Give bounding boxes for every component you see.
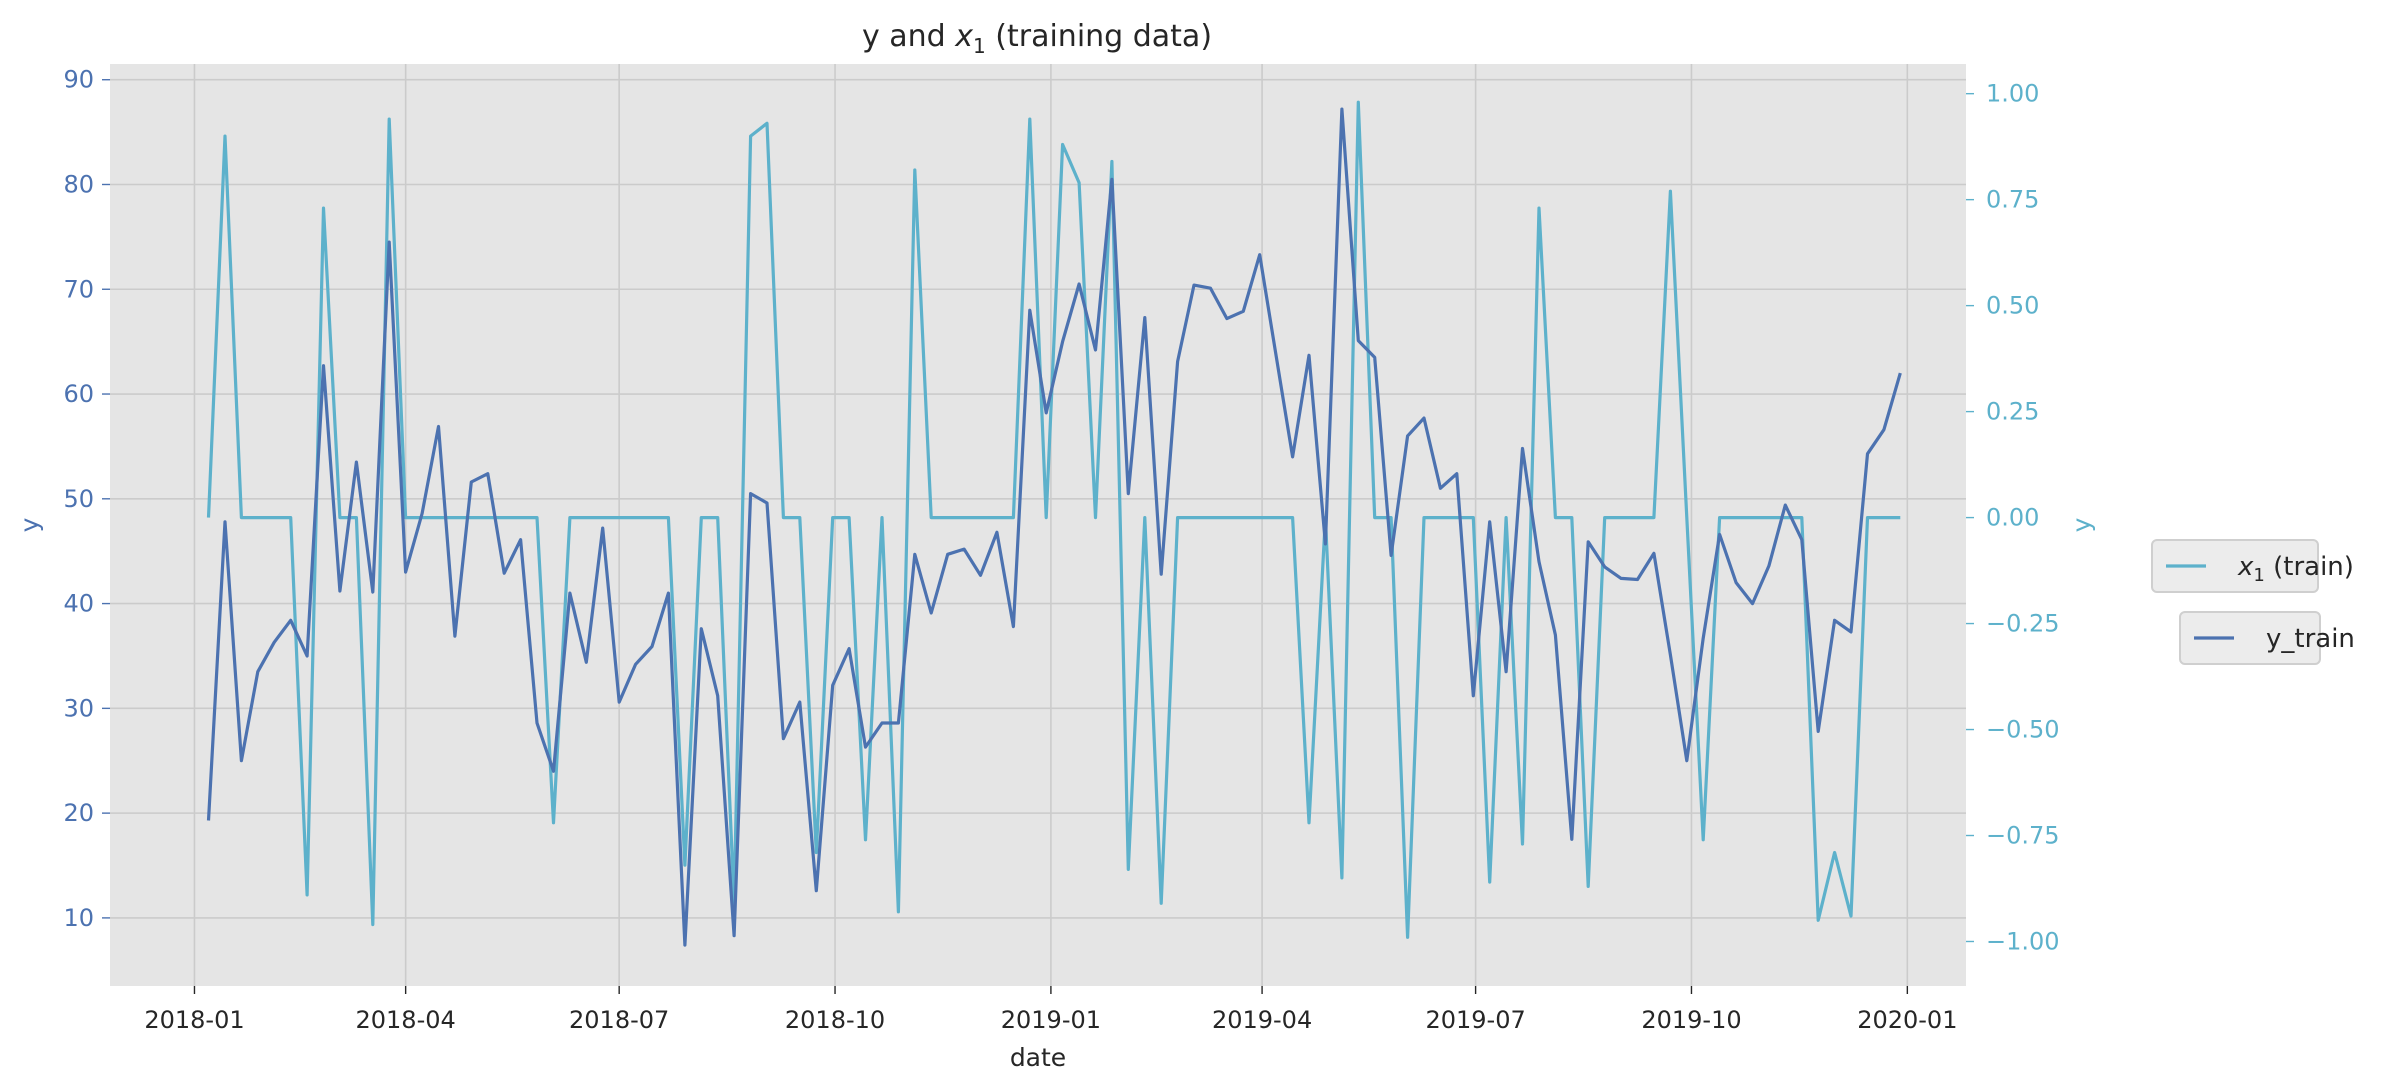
y-left-tick-label: 70: [63, 275, 94, 303]
axes: 2018-01 2018-04 2018-07 2018-10 2019-01 2019-…: [63, 66, 2059, 1034]
legend-frame: [2179, 611, 2321, 665]
y-left-tick-label: 10: [63, 904, 94, 932]
series-y-train-line: [206, 107, 1902, 947]
series-x1-train-line: [206, 100, 1901, 939]
x-tick-label: 2019-10: [1641, 1006, 1741, 1034]
y-right-tick-label: −1.00: [1986, 927, 2060, 955]
y-axis-right-title: y: [2067, 517, 2096, 532]
legend-label-y-train: y_train: [2266, 624, 2355, 654]
legend-x1-train: x1 (train): [2151, 539, 2354, 593]
x-tick-label: 2018-01: [144, 1006, 244, 1034]
x-tick-label: 2019-07: [1425, 1006, 1525, 1034]
y-right-tick-label: 1.00: [1986, 80, 2039, 108]
y-right-tick-label: 0.50: [1986, 292, 2039, 320]
y-right-tick-label: −0.75: [1986, 822, 2060, 850]
y-left-tick-label: 60: [63, 380, 94, 408]
y-right-tick-label: 0.25: [1986, 398, 2039, 426]
y-left-tick-label: 20: [63, 799, 94, 827]
legend-frame: [2151, 539, 2319, 593]
series-layer: [206, 100, 1902, 947]
y-right-tick-label: 0.75: [1986, 186, 2039, 214]
y-left-tick-label: 90: [63, 66, 94, 94]
x-axis-title: date: [1010, 1043, 1066, 1072]
grid-lines: [110, 64, 1966, 986]
x-tick-label: 2018-07: [569, 1006, 669, 1034]
x-tick-label: 2018-04: [356, 1006, 456, 1034]
y-left-tick-label: 40: [63, 590, 94, 618]
y-left-tick-label: 30: [63, 694, 94, 722]
y-left-tick-label: 80: [63, 170, 94, 198]
legend-y-train: y_train: [2179, 611, 2355, 665]
y-left-tick-label: 50: [63, 485, 94, 513]
x-tick-label: 2018-10: [785, 1006, 885, 1034]
chart-title: y and x1 (training data): [862, 19, 1212, 58]
y-right-tick-label: −0.25: [1986, 610, 2060, 638]
legend: x1 (train) y_train: [2151, 539, 2355, 665]
y-right-tick-label: 0.00: [1986, 504, 2039, 532]
x-tick-label: 2019-01: [1001, 1006, 1101, 1034]
y-axis-left-title: y: [15, 517, 44, 532]
legend-label-x1-train: x1 (train): [2237, 552, 2354, 586]
x-tick-label: 2019-04: [1212, 1006, 1312, 1034]
x-tick-label: 2020-01: [1857, 1006, 1957, 1034]
y-right-tick-label: −0.50: [1986, 716, 2060, 744]
